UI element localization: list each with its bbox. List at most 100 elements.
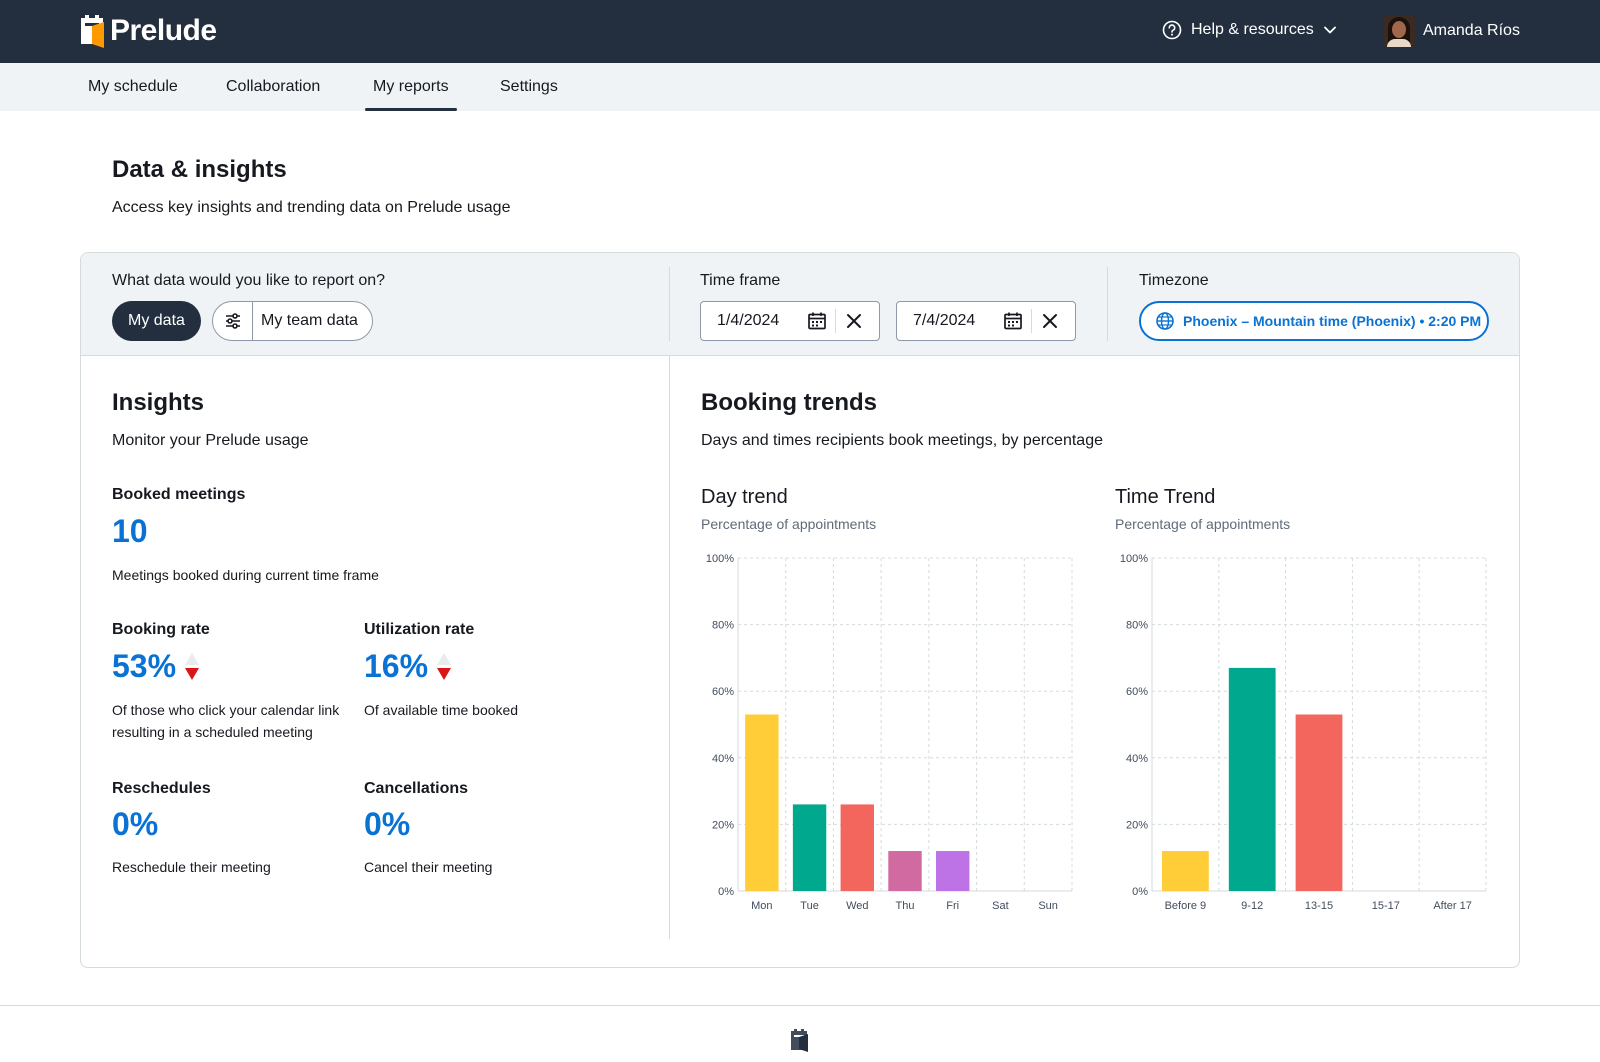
end-date-value: 7/4/2024	[913, 312, 976, 329]
calendar-icon[interactable]	[1001, 309, 1025, 333]
user-name: Amanda Ríos	[1423, 22, 1520, 39]
divider	[1107, 267, 1108, 341]
booked-meetings-label: Booked meetings	[112, 486, 246, 503]
start-date-field[interactable]: 1/4/2024	[700, 301, 880, 341]
section-divider	[669, 356, 670, 939]
timezone-selector[interactable]: Phoenix – Mountain time (Phoenix) • 2:20…	[1139, 301, 1489, 341]
day-trend-title: Day trend	[701, 486, 788, 508]
utilization-rate-value: 16%	[364, 648, 429, 684]
trend-down-icon	[184, 652, 200, 682]
day-trend-y-tick-label: 20%	[712, 819, 734, 831]
tab-collaboration[interactable]: Collaboration	[226, 78, 321, 95]
insights-title: Insights	[112, 389, 205, 416]
chevron-down-icon	[1323, 26, 1336, 34]
help-icon	[1162, 20, 1182, 40]
time-trend-bar-9-12[interactable]	[1228, 667, 1276, 891]
cancellations-desc: Cancel their meeting	[364, 859, 493, 875]
end-date-field[interactable]: 7/4/2024	[896, 301, 1076, 341]
time-trend-y-tick-label: 60%	[1126, 686, 1148, 698]
time-trend-x-tick-label: 9-12	[1241, 900, 1263, 912]
clear-end-date-icon[interactable]	[1038, 309, 1062, 333]
day-trend-subtitle: Percentage of appointments	[701, 516, 877, 532]
app-name: Prelude	[110, 14, 217, 47]
day-trend-bar-wed[interactable]	[840, 804, 874, 891]
avatar	[1383, 15, 1415, 47]
booking-rate-label: Booking rate	[112, 621, 210, 638]
cancellations-label: Cancellations	[364, 780, 469, 797]
day-trend-y-tick-label: 60%	[712, 686, 734, 698]
my-team-data-button[interactable]: My team data	[212, 301, 373, 341]
day-trend-y-tick-label: 80%	[712, 620, 734, 632]
booked-meetings-desc: Meetings booked during current time fram…	[112, 567, 379, 583]
time-trend-x-tick-label: 15-17	[1372, 900, 1400, 912]
filter-bar: What data would you like to report on? M…	[81, 253, 1519, 356]
data-question-label: What data would you like to report on?	[112, 272, 386, 289]
day-trend-y-tick-label: 100%	[706, 553, 734, 565]
day-trend-chart: 0% 20% 40% 60% 80% 100% Mon Tue Wed Thu Fri Sat Sun	[706, 553, 1073, 912]
my-team-data-label: My team data	[261, 312, 358, 329]
top-bar: Prelude Help & resources Amanda Ríos	[0, 0, 1600, 63]
trend-down-icon	[436, 652, 452, 682]
footer-logo-icon	[790, 1028, 810, 1057]
page-title: Data & insights	[112, 156, 287, 183]
booking-trends-section: Booking trends Days and times recipients…	[670, 356, 1519, 967]
time-trend-y-tick-label: 20%	[1126, 819, 1148, 831]
help-resources-menu[interactable]: Help & resources	[1162, 20, 1336, 40]
day-trend-x-tick-label: Tue	[800, 900, 819, 912]
insights-subtitle: Monitor your Prelude usage	[112, 432, 309, 449]
user-menu[interactable]: Amanda Ríos	[1383, 15, 1520, 47]
utilization-rate-label: Utilization rate	[364, 621, 475, 638]
day-trend-x-tick-label: Mon	[751, 900, 772, 912]
time-trend-chart: 0% 20% 40% 60% 80% 100% Before 9 9-12 13-15 15-17…	[1120, 553, 1487, 912]
divider	[669, 267, 670, 341]
timezone-label: Timezone	[1139, 272, 1209, 289]
booking-rate-value: 53%	[112, 648, 177, 684]
time-trend-subtitle: Percentage of appointments	[1115, 516, 1291, 532]
prelude-logo-icon	[81, 15, 104, 48]
booking-rate-metric: 53%	[112, 648, 200, 685]
tab-my-schedule[interactable]: My schedule	[88, 78, 178, 95]
report-card: What data would you like to report on? M…	[80, 252, 1520, 968]
globe-icon	[1156, 312, 1174, 330]
utilization-rate-desc: Of available time booked	[364, 702, 519, 718]
help-label: Help & resources	[1191, 21, 1314, 38]
day-trend-x-tick-label: Sat	[992, 900, 1009, 912]
time-trend-x-tick-label: 13-15	[1305, 900, 1333, 912]
day-trend-y-tick-label: 40%	[712, 753, 734, 765]
clear-start-date-icon[interactable]	[842, 309, 866, 333]
time-trend-y-tick-label: 100%	[1120, 553, 1148, 565]
start-date-value: 1/4/2024	[717, 312, 780, 329]
day-trend-bar-mon[interactable]	[745, 714, 779, 891]
utilization-rate-metric: 16%	[364, 648, 452, 685]
time-trend-y-tick-label: 0%	[1132, 886, 1148, 898]
tab-my-reports[interactable]: My reports	[365, 63, 457, 111]
day-trend-bar-fri[interactable]	[936, 851, 970, 891]
time-trend-title: Time Trend	[1115, 486, 1216, 508]
timezone-value: Phoenix – Mountain time (Phoenix) • 2:20…	[1183, 313, 1482, 329]
app-logo[interactable]: Prelude	[80, 14, 217, 48]
day-trend-bar-thu[interactable]	[888, 851, 922, 891]
booked-meetings-value: 10	[112, 513, 148, 549]
time-frame-label: Time frame	[700, 272, 781, 289]
page-subtitle: Access key insights and trending data on…	[112, 199, 511, 216]
reschedules-desc: Reschedule their meeting	[112, 859, 271, 875]
time-trend-bar-13-15[interactable]	[1295, 714, 1343, 891]
filter-settings-icon	[213, 302, 253, 340]
day-trend-x-tick-label: Thu	[896, 900, 915, 912]
booking-rate-desc: Of those who click your calendar link re…	[112, 702, 340, 740]
time-trend-x-tick-label: After 17	[1433, 900, 1472, 912]
my-data-button[interactable]: My data	[112, 301, 201, 341]
day-trend-x-tick-label: Wed	[846, 900, 868, 912]
time-trend-y-tick-label: 80%	[1126, 620, 1148, 632]
insights-section: Insights Monitor your Prelude usage Book…	[81, 356, 669, 967]
tab-settings[interactable]: Settings	[500, 78, 558, 95]
reschedules-value: 0%	[112, 806, 159, 842]
day-trend-y-tick-label: 0%	[718, 886, 734, 898]
main-navigation: My schedule Collaboration My reports Set…	[0, 63, 1600, 111]
calendar-icon[interactable]	[805, 309, 829, 333]
time-trend-y-tick-label: 40%	[1126, 753, 1148, 765]
time-trend-bar-before-9[interactable]	[1162, 851, 1209, 891]
day-trend-bar-tue[interactable]	[792, 804, 827, 891]
booking-trends-subtitle: Days and times recipients book meetings,…	[701, 432, 1103, 449]
time-trend-x-tick-label: Before 9	[1165, 900, 1207, 912]
